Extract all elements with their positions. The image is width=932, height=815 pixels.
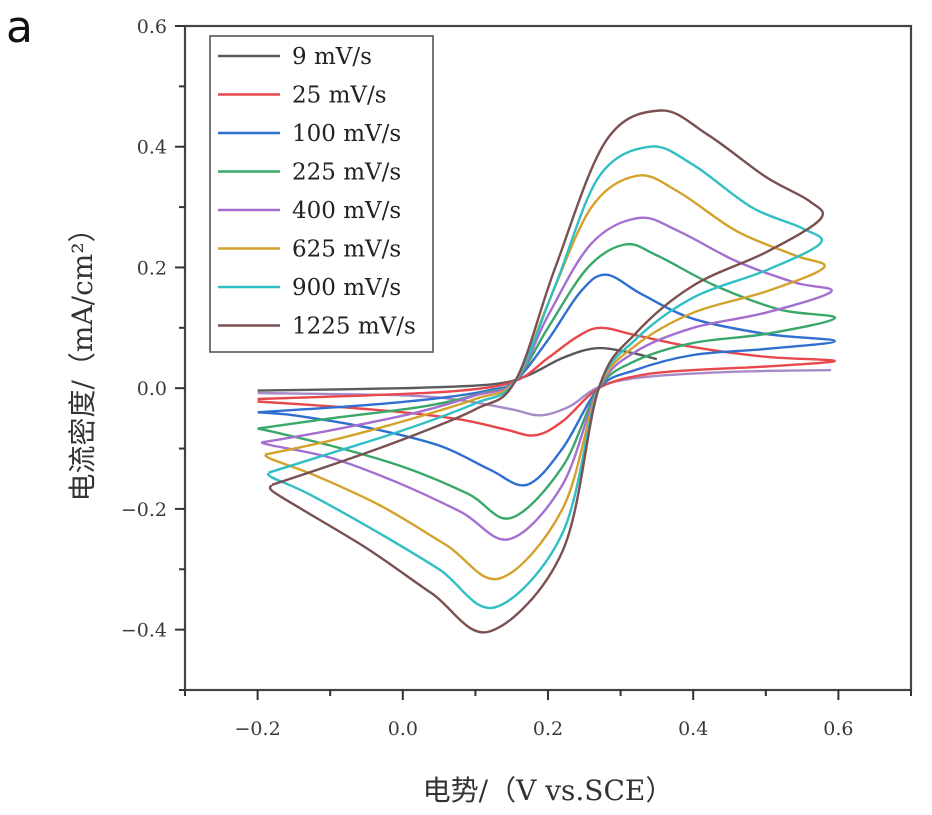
- series-line-9-mv-s-return: [257, 368, 832, 417]
- legend-box: [209, 35, 434, 353]
- y-tick-label: 0.2: [137, 257, 167, 279]
- legend-label: 900 mV/s: [292, 275, 401, 301]
- y-tick-label: 0.0: [137, 378, 167, 400]
- axes-layer: −0.4 −0.2 0.0 0.2 0.4 0.6 −0.2 0.0 0.2 0.4 0.6: [121, 16, 913, 740]
- legend: 9 mV/s 25 mV/s 100 mV/s 225 mV/s 400 mV/s 625…: [209, 35, 434, 353]
- y-tick-label: 0.4: [137, 137, 167, 159]
- x-tick-label: 0.2: [533, 718, 563, 740]
- y-axis-title: 电流密度/（mA/cm²）: [66, 214, 99, 501]
- curves-layer: [257, 109, 837, 634]
- legend-label: 400 mV/s: [292, 198, 401, 224]
- series-line-25-mv-s: [257, 326, 836, 437]
- y-tick-label: −0.4: [121, 620, 167, 642]
- legend-label: 100 mV/s: [292, 121, 401, 147]
- legend-label: 25 mV/s: [292, 83, 387, 109]
- x-tick-label: 0.4: [678, 718, 708, 740]
- legend-label: 625 mV/s: [292, 237, 401, 263]
- panel-label: a: [6, 2, 33, 53]
- x-tick-label: 0.6: [823, 718, 853, 740]
- y-tick-label: 0.6: [137, 16, 167, 38]
- legend-label: 1225 mV/s: [292, 314, 416, 340]
- y-tick-label: −0.2: [121, 499, 167, 521]
- legend-label: 9 mV/s: [292, 44, 372, 70]
- series-line-400-mv-s: [260, 216, 833, 541]
- x-axis-title: 电势/（V vs.SCE）: [423, 774, 674, 807]
- x-tick-label: −0.2: [235, 718, 281, 740]
- series-line-9-mv-s: [257, 346, 658, 392]
- series-line-1225-mv-s: [268, 109, 825, 634]
- legend-label: 225 mV/s: [292, 160, 401, 186]
- x-tick-label: 0.0: [388, 718, 418, 740]
